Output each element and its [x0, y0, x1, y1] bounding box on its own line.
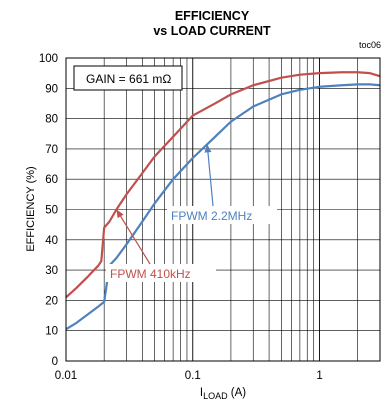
- y-tick-labels: 0 10 20 30 40 50 60 70 80 90 100: [39, 53, 58, 368]
- y-tick-label: 0: [52, 356, 58, 368]
- x-axis-label: ILOAD (A): [200, 387, 246, 401]
- gain-box: [73, 65, 183, 91]
- annotation-410k-leader: [115, 209, 151, 265]
- annotation-410k-bg: [106, 264, 216, 282]
- y-tick-label: 50: [45, 205, 58, 217]
- x-tick-label: 1: [316, 370, 322, 382]
- y-tick-label: 60: [45, 174, 58, 186]
- figure-tag: toc06: [359, 40, 381, 50]
- y-tick-label: 20: [45, 295, 58, 307]
- y-tick-label: 10: [45, 326, 58, 338]
- x-axis-label-main: I: [200, 387, 203, 399]
- series-layer: [65, 71, 381, 331]
- annotation-2mhz-label: FPWM 2.2MHz: [171, 209, 252, 223]
- annotation-2mhz-bg: [167, 206, 277, 224]
- y-tick-label: 80: [45, 114, 58, 126]
- gain-label: GAIN = 661 mΩ: [86, 72, 171, 86]
- y-tick-label: 30: [45, 265, 58, 277]
- chart-title-line-1: EFFICIENCY: [175, 9, 250, 23]
- x-axis-label-sub: LOAD: [203, 391, 228, 401]
- annotation-2mhz-arrowhead: [204, 144, 212, 153]
- annotation-layer: FPWM 2.2MHz FPWM 410kHz: [106, 144, 277, 282]
- y-tick-label: 40: [45, 235, 58, 247]
- x-tick-label: 0.1: [185, 370, 201, 382]
- y-tick-label: 70: [45, 144, 58, 156]
- plot-frame: [65, 57, 381, 362]
- annotation-410k-arrowhead: [116, 209, 124, 219]
- chart-title-line-2: vs LOAD CURRENT: [153, 24, 271, 38]
- annotation-410k-label: FPWM 410kHz: [110, 267, 191, 281]
- series-line-0: [65, 71, 381, 299]
- series-line-1: [65, 83, 381, 331]
- annotation-2mhz-leader: [206, 144, 214, 207]
- x-axis-label-unit: (A): [228, 387, 247, 399]
- x-tick-labels: 0.01 0.1 1: [55, 370, 323, 382]
- y-tick-label: 90: [45, 83, 58, 95]
- y-tick-label: 100: [39, 53, 58, 65]
- x-tick-label: 0.01: [55, 370, 77, 382]
- y-axis-label: EFFICIENCY (%): [25, 166, 37, 251]
